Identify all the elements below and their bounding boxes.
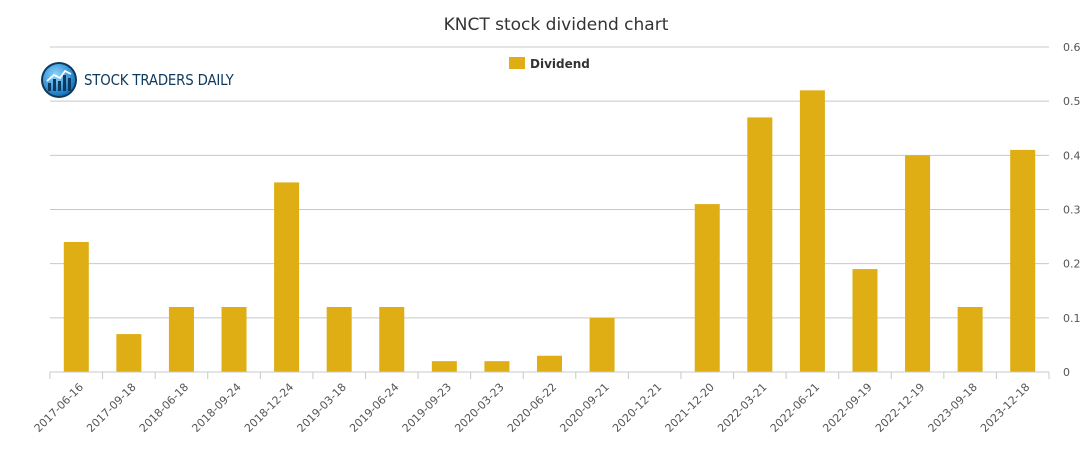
bar[interactable]	[431, 361, 457, 372]
bar[interactable]	[537, 355, 562, 372]
y-tick-label: 0.3	[1063, 204, 1081, 217]
x-tick-label: 2022-09-19	[820, 381, 874, 435]
x-tick-label: 2017-09-18	[84, 381, 138, 435]
bar[interactable]	[852, 269, 878, 372]
bar[interactable]	[1010, 149, 1036, 372]
x-tick-label: 2018-12-24	[242, 381, 296, 435]
legend[interactable]: Dividend	[509, 57, 590, 71]
bar[interactable]	[116, 334, 142, 372]
x-tick-label: 2017-06-16	[32, 381, 86, 435]
bar[interactable]	[274, 182, 300, 372]
bar[interactable]	[957, 307, 983, 372]
bar[interactable]	[63, 242, 89, 372]
x-tick-label: 2019-09-23	[400, 381, 454, 435]
y-tick-label: 0.2	[1063, 258, 1081, 271]
stock-traders-daily-logo: STOCK TRADERS DAILY	[40, 61, 258, 99]
x-tick-label: 2019-06-24	[347, 381, 401, 435]
bar[interactable]	[694, 204, 720, 372]
bar-chart-globe-icon	[41, 62, 77, 98]
bar[interactable]	[905, 155, 931, 372]
x-axis: 2017-06-162017-09-182018-06-182018-09-24…	[32, 371, 1050, 435]
x-tick-label: 2023-09-18	[926, 381, 980, 435]
chart-title: KNCT stock dividend chart	[444, 15, 669, 35]
x-tick-label: 2020-12-21	[610, 381, 664, 435]
bar[interactable]	[589, 317, 615, 372]
x-tick-label: 2022-12-19	[873, 381, 927, 435]
y-tick-label: 0.5	[1063, 95, 1081, 108]
x-tick-label: 2019-03-18	[295, 381, 349, 435]
legend-label-dividend: Dividend	[530, 57, 590, 71]
y-axis: 0 0.1 0.2 0.3 0.4 0.5 0.6	[1063, 41, 1081, 379]
x-tick-label: 2023-12-18	[978, 381, 1032, 435]
bar[interactable]	[484, 361, 510, 372]
bar[interactable]	[747, 117, 773, 373]
y-tick-label: 0.6	[1063, 41, 1081, 54]
bar[interactable]	[799, 90, 825, 372]
y-tick-label: 0	[1063, 366, 1070, 379]
x-tick-label: 2021-12-20	[663, 381, 717, 435]
y-tick-label: 0.1	[1063, 312, 1081, 325]
x-tick-label: 2022-03-21	[715, 381, 769, 435]
logo-text: STOCK TRADERS DAILY	[84, 71, 234, 89]
bar-series	[63, 90, 1036, 373]
bar[interactable]	[379, 307, 405, 372]
x-tick-label: 2020-06-22	[505, 381, 559, 435]
x-tick-label: 2020-09-21	[557, 381, 611, 435]
x-tick-label: 2020-03-23	[452, 381, 506, 435]
x-tick-label: 2018-06-18	[137, 381, 191, 435]
bar[interactable]	[326, 307, 352, 372]
y-tick-label: 0.4	[1063, 149, 1081, 162]
bar[interactable]	[221, 307, 247, 372]
x-tick-label: 2018-09-24	[189, 381, 243, 435]
legend-swatch-dividend	[509, 57, 525, 69]
bar[interactable]	[168, 307, 194, 372]
x-tick-label: 2022-06-21	[768, 381, 822, 435]
